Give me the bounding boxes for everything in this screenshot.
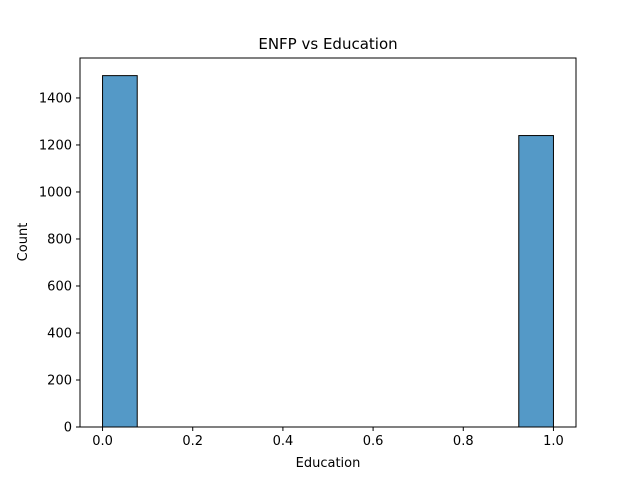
- y-tick-label: 1200: [39, 138, 72, 153]
- x-tick-label: 0.0: [92, 434, 113, 449]
- y-tick-label: 800: [47, 232, 72, 247]
- y-tick-label: 1400: [39, 91, 72, 106]
- x-tick-label: 0.2: [182, 434, 203, 449]
- x-tick-label: 0.8: [453, 434, 474, 449]
- y-tick-label: 600: [47, 279, 72, 294]
- chart-title: ENFP vs Education: [258, 35, 397, 53]
- y-axis-label: Count: [16, 223, 31, 262]
- x-tick-label: 0.6: [363, 434, 384, 449]
- y-tick-label: 400: [47, 326, 72, 341]
- bars-group: [102, 75, 554, 428]
- y-tick-label: 200: [47, 373, 72, 388]
- x-tick-label: 0.4: [273, 434, 294, 449]
- y-axis-ticks: 0 200 400 600 800 1000 1200 1400: [39, 91, 80, 436]
- x-axis-label: Education: [296, 456, 361, 471]
- plot-frame: [79, 57, 577, 428]
- y-tick-label: 1000: [39, 185, 72, 200]
- histogram-bar: [102, 75, 138, 428]
- x-axis-ticks: 0.0 0.2 0.4 0.6 0.8 1.0: [92, 427, 564, 449]
- y-tick-label: 0: [64, 421, 72, 436]
- x-tick-label: 1.0: [543, 434, 564, 449]
- histogram-bar: [518, 135, 554, 428]
